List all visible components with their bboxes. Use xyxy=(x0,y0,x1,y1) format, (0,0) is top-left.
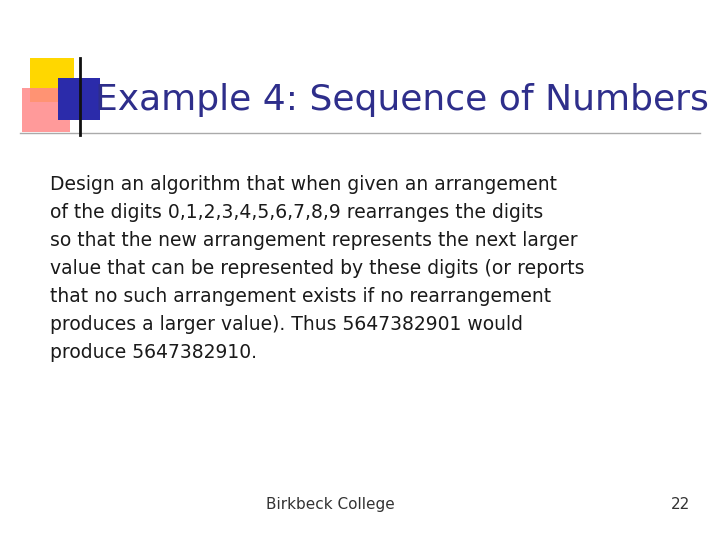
Text: 22: 22 xyxy=(671,497,690,512)
Text: Birkbeck College: Birkbeck College xyxy=(266,497,395,512)
Text: Example 4: Sequence of Numbers: Example 4: Sequence of Numbers xyxy=(95,83,709,117)
Bar xyxy=(58,78,100,120)
Text: Design an algorithm that when given an arrangement
of the digits 0,1,2,3,4,5,6,7: Design an algorithm that when given an a… xyxy=(50,175,585,362)
Bar xyxy=(22,88,70,132)
Bar xyxy=(30,58,74,102)
